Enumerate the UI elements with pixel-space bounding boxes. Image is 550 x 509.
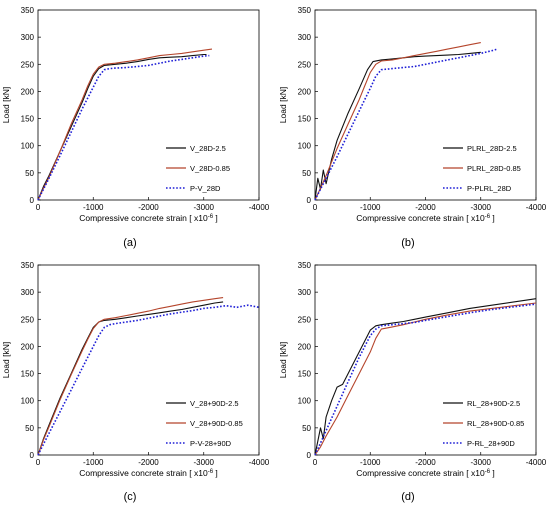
legend-label: P-V_28D bbox=[190, 184, 221, 193]
panel-1: 0 50 100 150 200 250 300 350 0 -1000 -2000 -3000 -40… bbox=[1, 6, 270, 249]
y-tick-label: 0 bbox=[30, 451, 35, 460]
y-tick-label: 250 bbox=[21, 315, 35, 324]
y-tick-label: 100 bbox=[298, 397, 312, 406]
x-tick-label: -3000 bbox=[194, 458, 215, 467]
legend-label: V_28+90D-0.85 bbox=[190, 419, 243, 428]
x-tick-label: -1000 bbox=[360, 458, 381, 467]
x-axis-label: Compressive concrete strain [ x10-6 ] bbox=[79, 213, 218, 223]
y-tick-label: 250 bbox=[298, 60, 312, 69]
y-tick-label: 350 bbox=[298, 261, 312, 270]
y-tick-label: 0 bbox=[307, 451, 312, 460]
y-tick-label: 300 bbox=[298, 33, 312, 42]
y-tick-label: 0 bbox=[307, 196, 312, 205]
y-tick-label: 50 bbox=[25, 424, 34, 433]
legend-label: V_28+90D-2.5 bbox=[190, 399, 239, 408]
x-tick-label: -4000 bbox=[526, 458, 547, 467]
y-tick-label: 50 bbox=[25, 169, 34, 178]
panel-4: 0 50 100 150 200 250 300 350 0 -1000 -2000 -3000 -40… bbox=[278, 261, 547, 503]
legend-label: V_28D-2.5 bbox=[190, 144, 226, 153]
y-axis-label: Load [kN] bbox=[278, 342, 288, 378]
y-tick-label: 350 bbox=[298, 6, 312, 15]
x-tick-label: -4000 bbox=[249, 458, 270, 467]
x-tick-label: 0 bbox=[313, 458, 318, 467]
series-line-3 bbox=[314, 48, 498, 201]
legend-label: PLRL_28D-2.5 bbox=[467, 144, 517, 153]
y-tick-label: 100 bbox=[298, 142, 312, 151]
y-tick-label: 250 bbox=[298, 315, 312, 324]
panel-label: (b) bbox=[401, 237, 414, 249]
y-tick-label: 350 bbox=[21, 6, 35, 15]
x-tick-label: -2000 bbox=[138, 203, 159, 212]
panel-label: (d) bbox=[401, 491, 414, 503]
y-tick-label: 150 bbox=[298, 115, 312, 124]
y-tick-label: 150 bbox=[298, 370, 312, 379]
series-line-3 bbox=[37, 304, 260, 456]
legend-label: RL_28+90D-2.5 bbox=[467, 399, 520, 408]
series-line-3 bbox=[37, 54, 210, 201]
x-tick-label: -1000 bbox=[83, 203, 104, 212]
series-line-2 bbox=[37, 297, 224, 456]
x-tick-label: -2000 bbox=[415, 458, 436, 467]
panel-3: 0 50 100 150 200 250 300 350 0 -1000 -2000 -3000 -40… bbox=[1, 261, 270, 503]
x-tick-label: -4000 bbox=[249, 203, 270, 212]
panel-label: (c) bbox=[124, 491, 137, 503]
y-tick-label: 150 bbox=[21, 115, 35, 124]
y-tick-label: 350 bbox=[21, 261, 35, 270]
y-tick-label: 250 bbox=[21, 60, 35, 69]
y-tick-label: 50 bbox=[302, 169, 311, 178]
x-tick-label: -3000 bbox=[194, 203, 215, 212]
x-tick-label: -1000 bbox=[83, 458, 104, 467]
x-tick-label: -2000 bbox=[415, 203, 436, 212]
series-line-1 bbox=[37, 53, 207, 201]
series-line-1 bbox=[314, 51, 481, 201]
y-axis-label: Load [kN] bbox=[1, 87, 11, 123]
y-tick-label: 150 bbox=[21, 370, 35, 379]
y-axis-label: Load [kN] bbox=[1, 342, 11, 378]
x-tick-label: -1000 bbox=[360, 203, 381, 212]
y-tick-label: 200 bbox=[21, 87, 35, 96]
legend-label: PLRL_28D-0.85 bbox=[467, 164, 521, 173]
panel-label: (a) bbox=[123, 237, 136, 249]
y-tick-label: 100 bbox=[21, 397, 35, 406]
series-line-1 bbox=[37, 301, 224, 456]
x-tick-label: -4000 bbox=[526, 203, 547, 212]
y-tick-label: 200 bbox=[21, 342, 35, 351]
panel-2: 0 50 100 150 200 250 300 350 0 -1000 -2000 -3000 -40… bbox=[278, 6, 547, 249]
series-line-1 bbox=[314, 298, 537, 456]
y-tick-label: 50 bbox=[302, 424, 311, 433]
series-line-3 bbox=[314, 303, 537, 456]
x-tick-label: -3000 bbox=[471, 203, 492, 212]
y-tick-label: 100 bbox=[21, 142, 35, 151]
legend-label: P-PLRL_28D bbox=[467, 184, 512, 193]
legend-label: RL_28+90D-0.85 bbox=[467, 419, 524, 428]
x-tick-label: -3000 bbox=[471, 458, 492, 467]
x-tick-label: -2000 bbox=[138, 458, 159, 467]
x-tick-label: 0 bbox=[36, 458, 41, 467]
legend-label: V_28D-0.85 bbox=[190, 164, 230, 173]
x-axis-label: Compressive concrete strain [ x10-6 ] bbox=[356, 468, 495, 478]
series-line-2 bbox=[314, 302, 537, 456]
y-tick-label: 200 bbox=[298, 87, 312, 96]
x-axis-label: Compressive concrete strain [ x10-6 ] bbox=[356, 213, 495, 223]
y-tick-label: 300 bbox=[298, 288, 312, 297]
x-tick-label: 0 bbox=[313, 203, 318, 212]
y-tick-label: 0 bbox=[30, 196, 35, 205]
y-tick-label: 200 bbox=[298, 342, 312, 351]
legend-label: P-RL_28+90D bbox=[467, 439, 515, 448]
x-tick-label: 0 bbox=[36, 203, 41, 212]
series-line-2 bbox=[37, 48, 213, 201]
y-axis-label: Load [kN] bbox=[278, 87, 288, 123]
legend-label: P-V-28+90D bbox=[190, 439, 232, 448]
x-axis-label: Compressive concrete strain [ x10-6 ] bbox=[79, 468, 218, 478]
y-tick-label: 300 bbox=[21, 288, 35, 297]
series-line-2 bbox=[314, 42, 481, 201]
y-tick-label: 300 bbox=[21, 33, 35, 42]
